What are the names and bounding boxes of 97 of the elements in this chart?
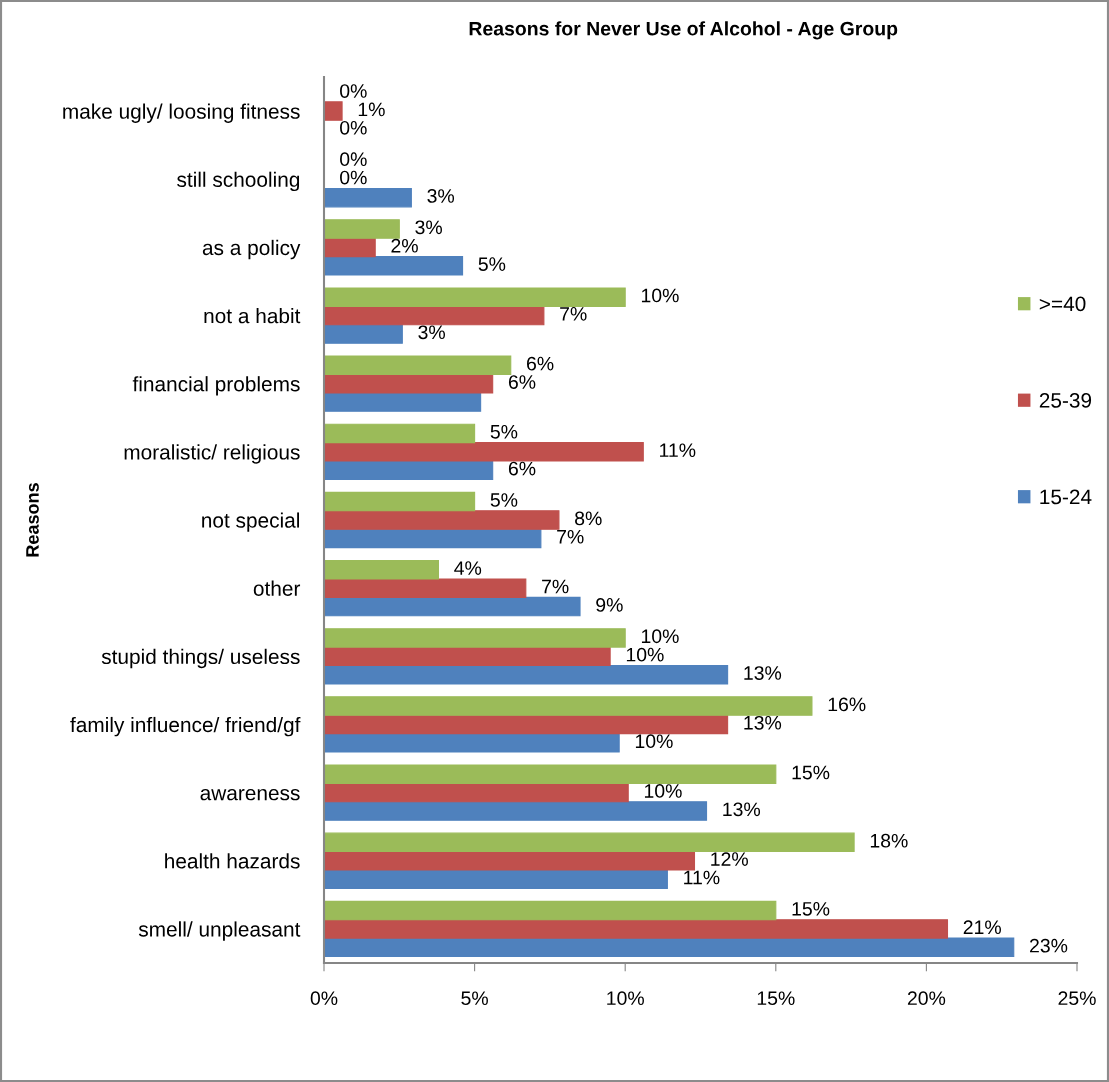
y-tick-label: awareness xyxy=(200,788,300,801)
y-tick-label: as a policy xyxy=(202,239,301,260)
data-label: 7% xyxy=(557,529,584,544)
data-label: 13% xyxy=(744,715,782,730)
bar xyxy=(324,664,729,685)
data-label: 7% xyxy=(560,307,587,321)
data-label: 3% xyxy=(418,325,445,340)
data-label: 3% xyxy=(415,220,442,235)
y-tick-label: family influence/ friend/gf xyxy=(70,716,301,737)
bar xyxy=(324,373,494,394)
bar xyxy=(324,442,644,462)
bar xyxy=(324,900,777,921)
y-tick-label: not a habit xyxy=(204,307,301,324)
legend-label: 15-24 xyxy=(1040,489,1092,505)
data-label: 6% xyxy=(508,461,536,476)
legend-label: 25-39 xyxy=(1039,393,1092,408)
bar xyxy=(324,869,668,889)
data-label: 5% xyxy=(478,257,506,272)
data-label: 0% xyxy=(340,170,367,185)
bar xyxy=(324,491,476,512)
y-tick-label: financial problems xyxy=(132,376,300,396)
bar xyxy=(324,919,949,939)
bar xyxy=(324,528,542,549)
bar xyxy=(324,287,626,307)
bar xyxy=(324,937,1015,958)
data-label: 10% xyxy=(626,647,664,662)
bar xyxy=(324,256,464,276)
y-axis-title: Reasons xyxy=(26,483,39,557)
y-tick-label: health hazards xyxy=(165,853,300,869)
y-tick-label: not special xyxy=(202,512,299,532)
data-label: 0% xyxy=(340,84,367,98)
y-tick-label: moralistic/ religious xyxy=(124,444,300,464)
data-label: 15% xyxy=(792,765,830,780)
bar xyxy=(324,392,482,412)
data-label: 4% xyxy=(454,561,482,575)
data-label: 1% xyxy=(358,102,385,117)
data-label: 10% xyxy=(641,629,679,644)
data-label: 2% xyxy=(391,238,418,253)
data-label: 10% xyxy=(635,734,673,749)
data-label: 8% xyxy=(575,511,602,526)
data-label: 21% xyxy=(963,920,1001,935)
data-label: 13% xyxy=(744,666,782,680)
x-tick-label: 25% xyxy=(1058,991,1096,1006)
y-tick-label: other xyxy=(253,580,301,596)
bar xyxy=(324,696,813,716)
x-tick-label: 10% xyxy=(607,991,644,1006)
data-label: 11% xyxy=(684,870,720,885)
data-label: 10% xyxy=(644,784,682,798)
bar xyxy=(324,596,581,617)
data-label: 10% xyxy=(641,288,679,303)
data-label: 7% xyxy=(542,579,569,594)
bar xyxy=(324,460,494,481)
data-label: 11% xyxy=(660,443,696,457)
data-label: 23% xyxy=(1030,938,1068,953)
bar xyxy=(324,237,376,258)
bar xyxy=(324,764,777,784)
bar xyxy=(324,714,729,735)
data-label: 5% xyxy=(490,493,518,507)
bar xyxy=(324,101,343,121)
bar xyxy=(324,628,626,648)
x-tick-label: 20% xyxy=(907,991,946,1006)
bar xyxy=(324,423,476,444)
data-label: 3% xyxy=(427,189,455,203)
y-tick-label: make ugly/ loosing fitness xyxy=(63,103,300,123)
data-label: 15% xyxy=(792,902,830,916)
data-label: 0% xyxy=(340,152,367,167)
data-label: 5% xyxy=(490,424,518,439)
data-label: 18% xyxy=(870,833,908,848)
y-tick-label: still schooling xyxy=(177,171,300,192)
bar xyxy=(324,578,527,598)
data-label: 9% xyxy=(596,598,623,612)
bar xyxy=(324,305,545,326)
x-tick-label: 15% xyxy=(757,991,795,1006)
data-label: 0% xyxy=(340,120,367,135)
bar xyxy=(324,324,403,344)
chart-title: Reasons for Never Use of Alcohol - Age Group xyxy=(469,21,898,40)
bar xyxy=(324,851,696,871)
legend-label: >=40 xyxy=(1039,296,1086,312)
bar xyxy=(324,510,560,530)
data-label: 16% xyxy=(828,697,866,712)
data-label: 13% xyxy=(723,802,761,817)
x-tick-label: 0% xyxy=(310,991,338,1006)
bar xyxy=(324,782,629,803)
bar xyxy=(324,219,400,239)
data-label: 12% xyxy=(711,852,748,866)
data-label: 6% xyxy=(527,356,554,371)
bar xyxy=(324,801,708,821)
y-tick-label: smell/ unpleasant xyxy=(138,921,301,941)
data-label: 6% xyxy=(508,375,536,389)
bar xyxy=(324,832,855,853)
bar xyxy=(324,355,512,376)
x-tick-label: 5% xyxy=(461,991,488,1006)
bar xyxy=(324,559,440,580)
y-tick-label: stupid things/ useless xyxy=(101,648,300,669)
bar xyxy=(324,646,611,667)
bar xyxy=(324,187,412,208)
bar xyxy=(324,733,620,753)
